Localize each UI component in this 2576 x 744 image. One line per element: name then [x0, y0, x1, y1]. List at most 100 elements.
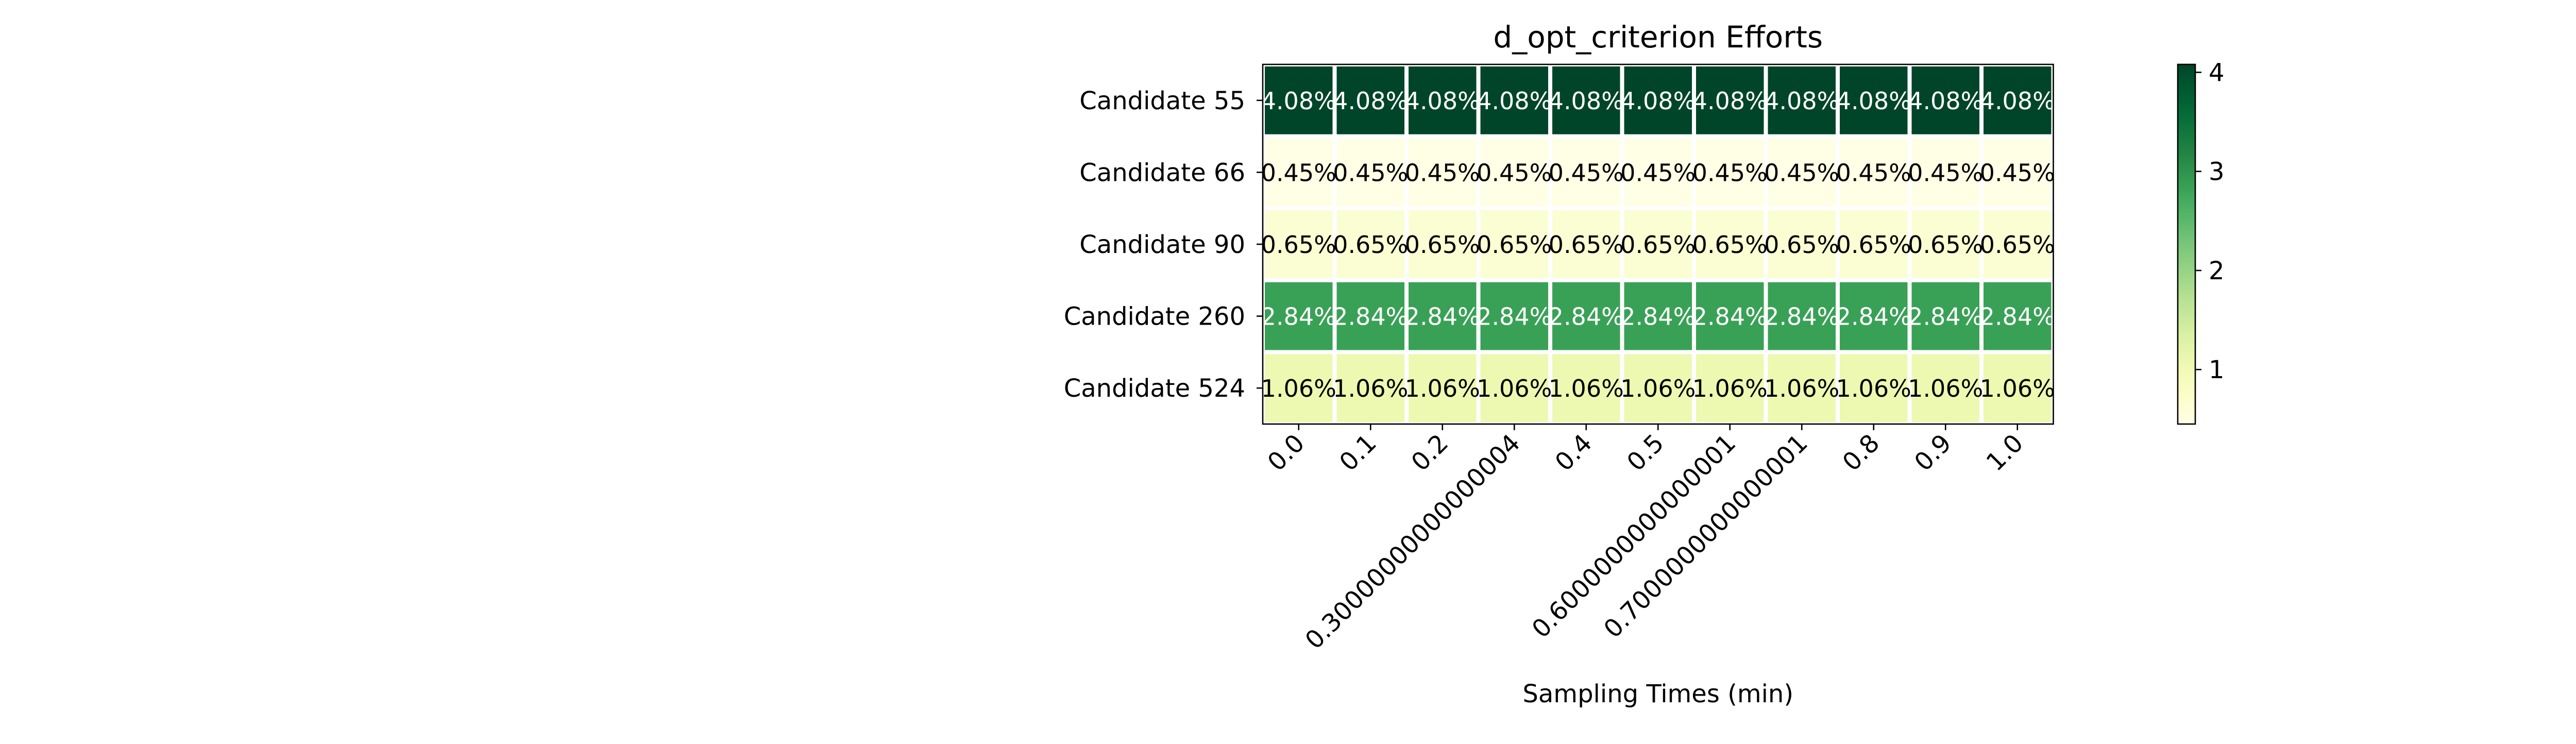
heatmap-cell — [1480, 210, 1548, 278]
heatmap-cell — [1911, 354, 1979, 422]
heatmap-cell — [1265, 66, 1333, 134]
heatmap-cell — [1552, 210, 1620, 278]
cell-value-label: 0.45% — [1764, 159, 1839, 187]
heatmap-cell — [1768, 210, 1836, 278]
heatmap-cell — [1336, 354, 1404, 422]
heatmap-cell — [1911, 66, 1979, 134]
heatmap-cell — [1480, 138, 1548, 207]
cell-value-label: 1.06% — [1549, 375, 1624, 402]
cell-value-label: 4.08% — [1836, 87, 1911, 115]
heatmap-cell — [1696, 282, 1764, 350]
heatmap-cell — [1480, 66, 1548, 134]
cell-value-label: 0.65% — [1333, 231, 1408, 259]
cell-value-label: 2.84% — [1692, 303, 1768, 331]
heatmap-cell — [1696, 66, 1764, 134]
heatmap-cell — [1265, 138, 1333, 207]
cell-value-label: 0.45% — [1477, 159, 1552, 187]
cell-value-label: 1.06% — [1261, 375, 1336, 402]
cell-value-label: 0.45% — [1908, 159, 1983, 187]
cell-value-label: 1.06% — [1764, 375, 1839, 402]
heatmap-cell — [1336, 66, 1404, 134]
heatmap-cell — [1624, 354, 1692, 422]
cell-value-label: 0.65% — [1908, 231, 1983, 259]
heatmap-cell — [1336, 210, 1404, 278]
heatmap-cell — [1552, 66, 1620, 134]
heatmap-cell — [1984, 354, 2052, 422]
y-tick-label: Candidate 524 — [1064, 374, 1245, 403]
heatmap-cell — [1768, 138, 1836, 207]
heatmap-cell — [1552, 282, 1620, 350]
cell-value-label: 0.65% — [1692, 231, 1768, 259]
cell-value-label: 2.84% — [1764, 303, 1839, 331]
cell-value-label: 0.65% — [1477, 231, 1552, 259]
cell-value-label: 4.08% — [1908, 87, 1983, 115]
cell-value-label: 0.45% — [1620, 159, 1696, 187]
cell-value-label: 2.84% — [1549, 303, 1624, 331]
cell-value-label: 0.65% — [1549, 231, 1624, 259]
heatmap-cell-labels: 4.08%4.08%4.08%4.08%4.08%4.08%4.08%4.08%… — [1261, 87, 2055, 402]
heatmap-cell — [1696, 138, 1764, 207]
colorbar-ticks: 1 2 3 4 — [2195, 58, 2225, 384]
cell-value-label: 2.84% — [1980, 303, 2055, 331]
cell-value-label: 4.08% — [1549, 87, 1624, 115]
heatmap-cell — [1552, 354, 1620, 422]
heatmap-cell — [1336, 138, 1404, 207]
cell-value-label: 0.65% — [1405, 231, 1480, 259]
cell-value-label: 0.65% — [1620, 231, 1696, 259]
colorbar: 1 2 3 4 — [2177, 58, 2225, 425]
heatmap-cell — [1768, 282, 1836, 350]
colorbar-tick-label: 4 — [2209, 58, 2225, 87]
heatmap-cell — [1840, 138, 1908, 207]
cell-value-label: 4.08% — [1764, 87, 1839, 115]
heatmap-cell — [1409, 66, 1477, 134]
cell-value-label: 0.45% — [1980, 159, 2055, 187]
cell-value-label: 0.45% — [1836, 159, 1911, 187]
heatmap-cell — [1984, 66, 2052, 134]
cell-value-label: 0.45% — [1261, 159, 1336, 187]
heatmap-cell — [1480, 354, 1548, 422]
heatmap-cell — [1696, 354, 1764, 422]
heatmap-cell — [1768, 66, 1836, 134]
cell-value-label: 0.65% — [1764, 231, 1839, 259]
x-axis-label: Sampling Times (min) — [1522, 680, 1793, 708]
cell-value-label: 1.06% — [1692, 375, 1768, 402]
cell-value-label: 0.65% — [1836, 231, 1911, 259]
heatmap-cell — [1984, 282, 2052, 350]
colorbar-frame — [2177, 63, 2196, 425]
heatmap-cell — [1840, 66, 1908, 134]
heatmap-cell — [1480, 282, 1548, 350]
cell-value-label: 1.06% — [1980, 375, 2055, 402]
cell-value-label: 0.45% — [1405, 159, 1480, 187]
heatmap-cell — [1265, 210, 1333, 278]
cell-value-label: 4.08% — [1333, 87, 1408, 115]
heatmap-cell — [1265, 282, 1333, 350]
heatmap-cell — [1624, 282, 1692, 350]
cell-value-label: 4.08% — [1980, 87, 2055, 115]
cell-value-label: 2.84% — [1477, 303, 1552, 331]
cell-value-label: 4.08% — [1405, 87, 1480, 115]
heatmap-cell — [1840, 210, 1908, 278]
cell-value-label: 2.84% — [1333, 303, 1408, 331]
cell-value-label: 2.84% — [1908, 303, 1983, 331]
chart-title: d_opt_criterion Efforts — [1493, 20, 1823, 55]
heatmap-cell — [1696, 210, 1764, 278]
heatmap-cell — [1984, 210, 2052, 278]
cell-value-label: 2.84% — [1836, 303, 1911, 331]
heatmap-cell — [1984, 138, 2052, 207]
heatmap-cell — [1911, 210, 1979, 278]
heatmap-cell — [1911, 282, 1979, 350]
y-tick-label: Candidate 66 — [1079, 158, 1245, 187]
cell-value-label: 4.08% — [1620, 87, 1696, 115]
cell-value-label: 1.06% — [1620, 375, 1696, 402]
cell-value-label: 2.84% — [1405, 303, 1480, 331]
cell-value-label: 1.06% — [1477, 375, 1552, 402]
colorbar-tick-label: 2 — [2209, 257, 2225, 285]
heatmap-cell — [1265, 354, 1333, 422]
cell-value-label: 0.45% — [1333, 159, 1408, 187]
cell-value-label: 1.06% — [1836, 375, 1911, 402]
heatmap-cell — [1840, 282, 1908, 350]
y-axis: Candidate 55 Candidate 66 Candidate 90 Cand… — [1064, 87, 1263, 403]
cell-value-label: 1.06% — [1333, 375, 1408, 402]
